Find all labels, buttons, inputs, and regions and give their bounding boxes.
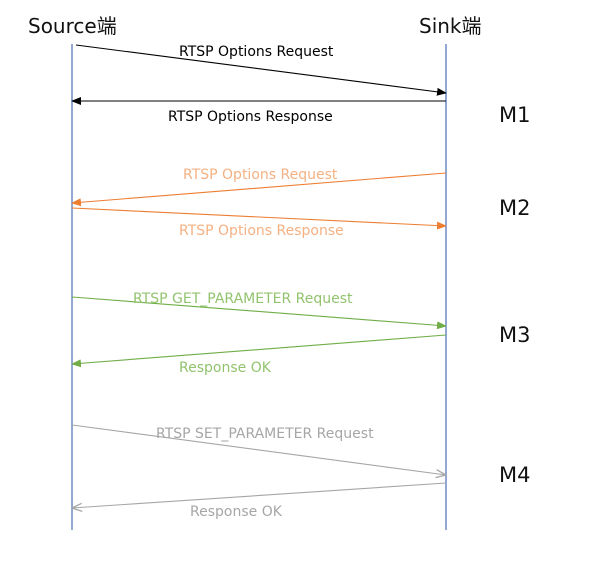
message-arrow-m1-request [75, 44, 447, 96]
phase-label-m4: M4 [499, 463, 530, 487]
message-label-m4-response: Response OK [190, 504, 283, 520]
sink-actor-label: Sink端 [419, 14, 482, 38]
message-label-m1-request: RTSP Options Request [179, 44, 334, 60]
message-label-m2-request: RTSP Options Request [183, 167, 338, 183]
source-actor-label: Source端 [28, 14, 117, 38]
message-label-m2-response: RTSP Options Response [179, 223, 344, 239]
phase-label-m1: M1 [499, 103, 530, 127]
phase-label-m3: M3 [499, 323, 530, 347]
message-arrow-m2-response [71, 207, 447, 230]
message-label-m1-response: RTSP Options Response [168, 109, 333, 125]
message-arrow-m3-request [71, 296, 447, 330]
phase-label-m2: M2 [499, 196, 530, 220]
message-label-m3-request: RTSP GET_PARAMETER Request [133, 291, 353, 307]
message-arrow-m2-request [71, 172, 447, 207]
message-label-m4-request: RTSP SET_PARAMETER Request [156, 426, 374, 442]
message-arrow-m4-request [71, 424, 446, 475]
message-label-m3-response: Response OK [179, 360, 272, 376]
message-arrow-m3-response [71, 334, 447, 368]
message-arrow-m4-response [72, 482, 447, 508]
